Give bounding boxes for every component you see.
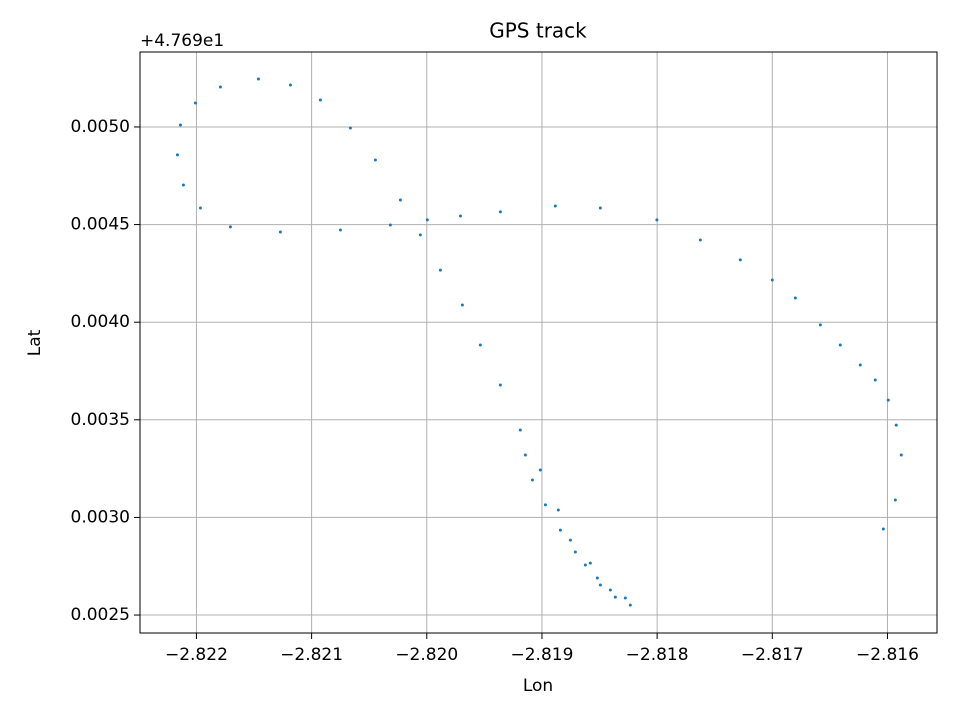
track-point (595, 576, 599, 580)
x-tick-label: −2.819 (510, 645, 573, 665)
track-point (623, 596, 627, 600)
track-point (568, 538, 572, 542)
track-point (598, 583, 602, 587)
track-point (793, 296, 797, 300)
track-point (881, 527, 885, 531)
track-point (556, 508, 560, 512)
x-tick-label: −2.816 (856, 645, 919, 665)
track-point (628, 603, 632, 607)
track-point (288, 83, 292, 87)
track-point (175, 153, 179, 157)
y-tick-label: 0.0030 (71, 507, 130, 527)
track-point (228, 225, 232, 229)
track-point (530, 478, 534, 482)
y-offset-text: +4.769e1 (140, 31, 224, 51)
y-axis-label: Lat (25, 329, 45, 356)
track-point (388, 223, 392, 227)
track-point (278, 230, 282, 234)
track-point (698, 238, 702, 242)
track-point (498, 210, 502, 214)
x-tick-label: −2.822 (165, 645, 228, 665)
track-point (583, 563, 587, 567)
track-point (543, 503, 547, 507)
track-point (588, 561, 592, 565)
track-point (893, 498, 897, 502)
track-point (518, 428, 522, 432)
track-point (178, 123, 182, 127)
track-point (598, 206, 602, 210)
y-tick-label: 0.0050 (71, 117, 130, 137)
x-axis-label: Lon (523, 676, 553, 696)
track-point (899, 453, 903, 457)
track-point (655, 218, 659, 222)
track-point (558, 528, 562, 532)
track-point (373, 158, 377, 162)
track-point (418, 233, 422, 237)
track-point (553, 204, 557, 208)
plot-frame (139, 51, 938, 634)
track-point (498, 383, 502, 387)
y-tick-label: 0.0035 (71, 410, 130, 430)
track-point (198, 206, 202, 210)
track-point (181, 183, 185, 187)
y-tick-label: 0.0040 (71, 312, 130, 332)
track-point (256, 77, 260, 81)
track-point (460, 303, 464, 307)
y-tick-label: 0.0045 (71, 215, 130, 235)
chart-title: GPS track (489, 19, 587, 43)
track-point (218, 85, 222, 89)
track-point (613, 595, 617, 599)
track-point (318, 98, 322, 102)
track-point (425, 218, 429, 222)
x-tick-label: −2.817 (741, 645, 804, 665)
track-point (886, 398, 890, 402)
track-point (738, 258, 742, 262)
track-point (873, 378, 877, 382)
track-point (398, 198, 402, 202)
track-point (338, 228, 342, 232)
track-point (894, 423, 898, 427)
track-point (458, 214, 462, 218)
track-point (193, 101, 197, 105)
track-point (348, 126, 352, 130)
x-tick-label: −2.820 (395, 645, 458, 665)
y-tick-label: 0.0025 (71, 605, 130, 625)
track-point (478, 343, 482, 347)
track-point (538, 468, 542, 472)
x-tick-label: −2.818 (626, 645, 689, 665)
track-point (770, 278, 774, 282)
track-point (608, 588, 612, 592)
track-point (438, 268, 442, 272)
x-tick-label: −2.821 (280, 645, 343, 665)
track-point (838, 343, 842, 347)
track-point (573, 550, 577, 554)
track-point (818, 323, 822, 327)
track-point (523, 453, 527, 457)
track-point (858, 363, 862, 367)
